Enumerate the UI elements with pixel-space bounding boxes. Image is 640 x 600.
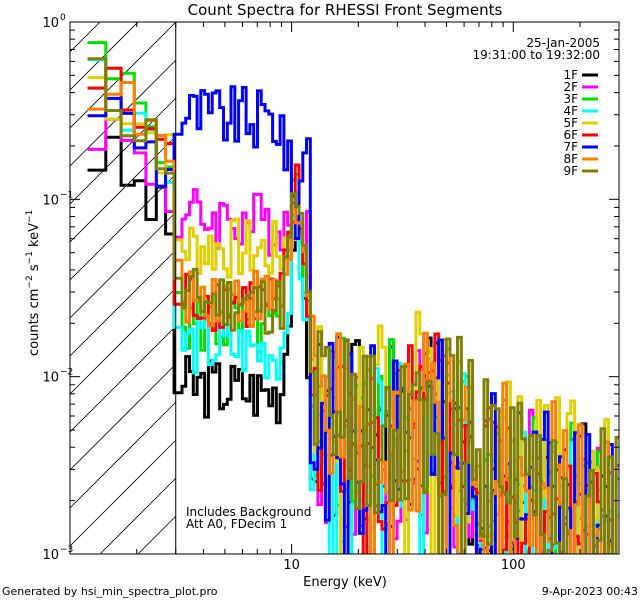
hatch-line — [70, 0, 176, 14]
hatch-line — [70, 211, 177, 319]
series-line-1F — [87, 135, 614, 554]
legend-label-9F: 9F — [563, 164, 578, 178]
chart-title: Count Spectra for RHESSI Front Segments — [188, 1, 503, 19]
legend-label-3F: 3F — [563, 92, 578, 106]
hatch-line — [70, 22, 139, 91]
footer-generated-by: Generated by hsi_min_spectra_plot.pro — [2, 585, 218, 598]
legend-label-8F: 8F — [563, 152, 578, 166]
footer-timestamp: 9-Apr-2023 00:43 — [542, 585, 638, 598]
y-tick-label-exponent: −3 — [60, 545, 73, 555]
y-tick-label-exponent: −2 — [60, 368, 73, 378]
x-axis-label: Energy (keV) — [303, 575, 387, 590]
y-tick-label: 10 — [42, 193, 59, 208]
x-tick-label: 10 — [283, 558, 300, 573]
y-label-exp: −1 — [25, 251, 35, 264]
hatch-line — [70, 439, 177, 547]
background-hatched-region — [70, 0, 177, 554]
time-range-text: 19:31:00 to 19:32:00 — [473, 48, 600, 62]
hatch-line — [70, 363, 177, 471]
y-label-exp: −1 — [25, 210, 35, 223]
hatch-line — [99, 477, 177, 554]
x-tick-label: 100 — [501, 558, 526, 573]
hatch-line — [70, 249, 177, 357]
annotation-attenuator: Att A0, FDecim 1 — [186, 517, 287, 531]
y-label-part: s — [27, 264, 42, 275]
y-tick-label-exponent: 0 — [60, 13, 66, 23]
hatch-line — [70, 22, 101, 53]
y-axis-label: counts cm−2 s−1 keV−1 — [25, 210, 42, 356]
hatch-line — [137, 515, 177, 554]
annotation-background: Includes Background — [186, 505, 311, 519]
hatch-line — [70, 325, 177, 433]
y-tick-label-exponent: −1 — [60, 190, 73, 200]
y-tick-label: 10 — [42, 548, 59, 563]
y-tick-label: 10 — [42, 371, 59, 386]
hatch-line — [70, 401, 177, 509]
axis-ticks — [69, 21, 620, 555]
plot-frame — [69, 21, 620, 555]
hatch-line — [70, 173, 177, 281]
y-label-part: counts cm — [27, 289, 42, 356]
legend-label-1F: 1F — [563, 68, 578, 82]
series-layer — [87, 41, 619, 554]
y-tick-label: 10 — [42, 16, 59, 31]
legend-label-6F: 6F — [563, 128, 578, 142]
hatch-line — [70, 135, 177, 243]
legend-label-2F: 2F — [563, 80, 578, 94]
hatch-line — [70, 287, 177, 395]
date-text: 25-Jan-2005 — [526, 36, 600, 50]
series-line-9F — [87, 57, 619, 554]
legend-label-4F: 4F — [563, 104, 578, 118]
legend-label-7F: 7F — [563, 140, 578, 154]
legend-label-5F: 5F — [563, 116, 578, 130]
hatch-line — [70, 97, 177, 205]
y-label-part: keV — [27, 223, 42, 251]
y-label-exp: −2 — [25, 275, 35, 288]
